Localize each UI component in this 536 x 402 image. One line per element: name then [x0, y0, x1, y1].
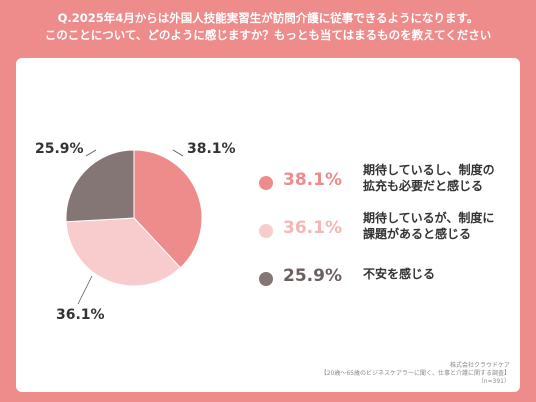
- legend-value-3: 25.9%: [283, 266, 342, 286]
- source-survey: 【20歳～65歳のビジネスケアラーに聞く、仕事と介護に関する調査】: [320, 370, 510, 377]
- leader-line-3: [85, 149, 97, 157]
- slice-label-1: 38.1%: [187, 141, 236, 157]
- question-line-1: Q.2025年4月からは外国人技能実習生が訪問介護に従事できるようになります。: [57, 11, 479, 25]
- legend-dot-2: [259, 224, 273, 238]
- chart-header: Q.2025年4月からは外国人技能実習生が訪問介護に従事できるようになります。 …: [0, 0, 536, 56]
- legend-item-3: 25.9% 不安を感じる: [259, 258, 509, 298]
- pie-slice-1: [133, 149, 203, 269]
- source-note: 株式会社クラウドケア 【20歳～65歳のビジネスケアラーに聞く、仕事と介護に関す…: [321, 362, 510, 386]
- legend-value-1: 38.1%: [283, 170, 342, 190]
- legend-item-2: 36.1% 期待しているが、制度に 課題があると感じる: [259, 210, 509, 250]
- question-line-2: このことについて、どのように感じますか？もっとも当てはまるものを教えてください: [44, 28, 492, 42]
- legend-value-2: 36.1%: [283, 218, 342, 238]
- legend-text-3: 不安を感じる: [363, 267, 436, 281]
- pie-slice-2: [65, 217, 182, 287]
- chart-card: 38.1% 36.1% 25.9% 38.1% 期待しているし、制度の 拡充も必…: [16, 58, 520, 392]
- legend-dot-3: [259, 272, 273, 286]
- leader-line-1: [172, 149, 184, 157]
- source-company: 株式会社クラウドケア: [449, 362, 510, 369]
- source-sample-size: （n=391）: [477, 378, 510, 385]
- legend-text-1: 期待しているし、制度の 拡充も必要だと感じる: [363, 163, 495, 193]
- legend-item-1: 38.1% 期待しているし、制度の 拡充も必要だと感じる: [259, 162, 509, 202]
- legend-text-2: 期待しているが、制度に 課題があると感じる: [363, 211, 495, 241]
- legend-dot-1: [259, 176, 273, 190]
- slice-label-3: 25.9%: [35, 141, 84, 157]
- leader-line-2: [77, 275, 93, 305]
- slice-label-2: 36.1%: [56, 307, 105, 323]
- pie-chart: [65, 149, 203, 305]
- pie-slice-3: [65, 149, 135, 223]
